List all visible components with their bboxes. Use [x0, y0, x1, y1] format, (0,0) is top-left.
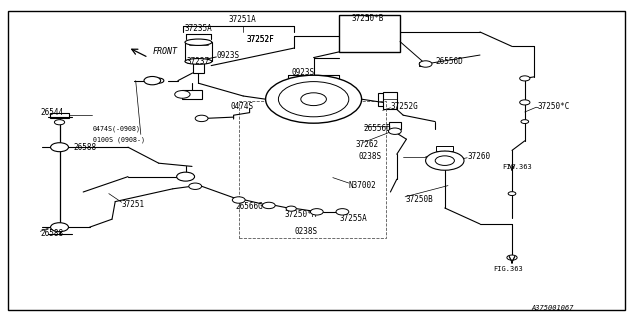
- Text: 37237: 37237: [187, 57, 210, 66]
- Bar: [339, 15, 400, 52]
- Circle shape: [154, 78, 164, 83]
- Circle shape: [507, 255, 517, 260]
- Text: 37235A: 37235A: [184, 24, 212, 33]
- Circle shape: [301, 93, 326, 106]
- Text: 0238S: 0238S: [358, 152, 381, 161]
- Text: 37250*B: 37250*B: [352, 14, 384, 23]
- Text: FRONT: FRONT: [152, 47, 177, 56]
- Text: 37252F: 37252F: [246, 35, 274, 44]
- Text: N37002: N37002: [349, 181, 376, 190]
- Bar: [239, 101, 386, 238]
- Text: 0474S: 0474S: [230, 102, 253, 111]
- Text: 26588: 26588: [74, 143, 97, 152]
- Text: 26556D: 26556D: [435, 57, 463, 66]
- Text: 26556D: 26556D: [364, 124, 391, 133]
- Text: FIG.363: FIG.363: [502, 164, 532, 170]
- Circle shape: [521, 120, 529, 124]
- Text: 26566G: 26566G: [236, 202, 263, 211]
- Circle shape: [388, 128, 401, 134]
- Circle shape: [175, 91, 190, 98]
- Circle shape: [177, 172, 195, 181]
- Bar: [436, 146, 453, 151]
- Bar: [185, 42, 212, 61]
- Bar: [182, 90, 202, 99]
- Text: 0923S: 0923S: [291, 68, 314, 76]
- Circle shape: [189, 183, 202, 189]
- Text: 26544: 26544: [40, 108, 63, 116]
- Circle shape: [51, 223, 68, 232]
- Text: 0100S (0908-): 0100S (0908-): [93, 137, 145, 143]
- Circle shape: [144, 76, 161, 85]
- Text: FIG.363: FIG.363: [493, 267, 522, 272]
- Text: 37250*A: 37250*A: [285, 210, 317, 219]
- Circle shape: [51, 143, 68, 152]
- Circle shape: [262, 202, 275, 209]
- Bar: [378, 93, 389, 106]
- Text: 37250B: 37250B: [405, 195, 433, 204]
- Text: A375001067: A375001067: [531, 305, 573, 311]
- Text: 37255A: 37255A: [339, 214, 367, 223]
- Text: 0923S: 0923S: [216, 51, 239, 60]
- Circle shape: [232, 197, 245, 203]
- Circle shape: [266, 75, 362, 123]
- Circle shape: [310, 209, 323, 215]
- Text: 26588: 26588: [40, 229, 63, 238]
- Text: 37251: 37251: [122, 200, 145, 209]
- Text: 37252G: 37252G: [390, 102, 418, 111]
- Circle shape: [508, 192, 516, 196]
- Circle shape: [426, 151, 464, 170]
- Text: 37251A: 37251A: [228, 15, 256, 24]
- Circle shape: [419, 61, 432, 67]
- Text: 0474S(-0908): 0474S(-0908): [93, 125, 141, 132]
- Bar: [193, 61, 204, 73]
- Circle shape: [435, 156, 454, 165]
- Circle shape: [336, 209, 349, 215]
- Text: 37250*C: 37250*C: [538, 102, 570, 111]
- Text: 37252F: 37252F: [246, 35, 274, 44]
- Circle shape: [286, 206, 296, 211]
- Ellipse shape: [185, 39, 212, 45]
- Circle shape: [195, 115, 208, 122]
- Bar: [389, 122, 401, 129]
- Circle shape: [54, 120, 65, 125]
- Circle shape: [278, 82, 349, 117]
- Text: 37262: 37262: [355, 140, 378, 149]
- Circle shape: [520, 100, 530, 105]
- Text: 37260: 37260: [467, 152, 490, 161]
- Circle shape: [520, 76, 530, 81]
- Text: 0238S: 0238S: [294, 227, 317, 236]
- Ellipse shape: [185, 59, 212, 64]
- Bar: [383, 92, 397, 109]
- Bar: [50, 113, 69, 118]
- Bar: [419, 62, 427, 66]
